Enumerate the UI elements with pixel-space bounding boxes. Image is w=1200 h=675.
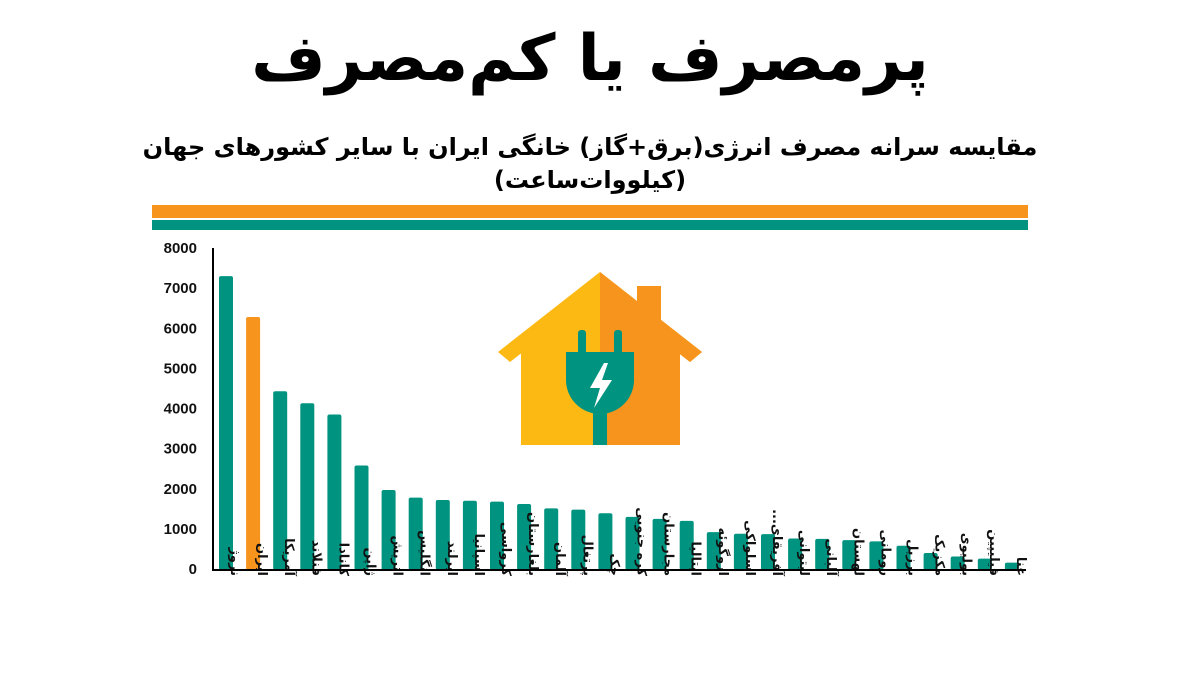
bar — [435, 499, 450, 570]
bar — [652, 518, 667, 570]
x-tick-label: مجارستان — [661, 512, 676, 576]
x-tick-label: برزیل — [905, 539, 920, 576]
bar — [246, 317, 261, 570]
bar — [869, 541, 884, 570]
x-tick-label: ایران — [254, 543, 269, 576]
bar — [381, 489, 396, 570]
x-tick-label: فنلاند — [308, 540, 323, 576]
bar — [273, 391, 288, 570]
bar — [706, 532, 721, 570]
bar — [896, 545, 911, 570]
bar — [977, 558, 992, 570]
bar — [733, 533, 748, 570]
y-tick-label: 2000 — [164, 481, 197, 498]
x-tick-label: مکزیک — [932, 534, 947, 576]
bar — [1004, 562, 1019, 570]
x-tick-label: آمریکا — [281, 538, 298, 576]
y-tick-label: 7000 — [164, 280, 197, 297]
x-tick-label: بلغارستان — [525, 512, 540, 576]
bar — [761, 534, 775, 570]
x-tick-label: نروژ — [227, 546, 242, 576]
bar — [815, 538, 830, 570]
x-tick-label: ایتالیا — [688, 541, 703, 576]
bar — [679, 520, 694, 570]
orange-divider — [152, 205, 1028, 218]
x-tick-label: چک — [606, 553, 621, 576]
bar — [327, 414, 342, 570]
bar — [490, 501, 504, 570]
x-tick-label: بولیوی — [959, 533, 974, 576]
y-tick-label: 3000 — [164, 441, 197, 458]
x-tick-label: اسلواکی — [742, 520, 757, 576]
y-tick-label: 4000 — [164, 401, 197, 418]
y-tick-label: 1000 — [164, 521, 197, 538]
bar — [300, 403, 315, 570]
bar — [517, 503, 532, 570]
y-tick-label: 5000 — [164, 360, 197, 377]
x-tick-label: لهستان — [850, 528, 865, 576]
bar — [408, 497, 423, 570]
bar — [950, 556, 965, 570]
x-tick-label: اسپانیا — [471, 534, 486, 577]
teal-divider — [152, 220, 1028, 230]
bar — [598, 513, 613, 570]
house-plug-icon — [498, 272, 702, 445]
x-tick-label: فیلیپین — [986, 529, 1001, 576]
x-tick-label: کره جنوبی — [634, 507, 649, 576]
x-tick-label: ایرلند — [444, 541, 459, 576]
y-tick-label: 6000 — [164, 320, 197, 337]
bar — [625, 516, 640, 570]
bar — [788, 538, 803, 570]
bar — [571, 509, 586, 570]
y-tick-label: 8000 — [164, 240, 197, 257]
x-tick-label: آفریقای... — [769, 509, 786, 576]
y-tick-label: 0 — [189, 561, 197, 578]
bar — [354, 465, 369, 570]
bar — [462, 500, 477, 570]
chart-unit: (کیلووات‌ساعت) — [493, 166, 687, 194]
x-tick-label: غنا — [1013, 557, 1028, 576]
x-tick-label: پرتغال — [579, 535, 594, 576]
x-tick-label: اتریش — [390, 535, 405, 576]
bar — [544, 508, 559, 570]
x-tick-label: آلمان — [552, 542, 569, 577]
bar — [842, 540, 857, 570]
chart-subtitle: مقایسه سرانه مصرف انرژی(برق+گاز) خانگی ا… — [142, 133, 1038, 161]
x-tick-label: رومانی — [877, 529, 892, 576]
bar — [923, 552, 938, 570]
x-tick-label: ژاپن — [363, 547, 378, 576]
x-tick-label: کرواسی — [498, 522, 513, 577]
bar — [219, 276, 233, 570]
page-title: پرمصرف یا کم‌مصرف — [251, 22, 929, 96]
x-tick-label: لیتوانی — [796, 530, 811, 576]
x-tick-label: انگلیس — [417, 530, 433, 576]
x-tick-label: کانادا — [335, 543, 350, 577]
x-tick-label: اروگوئه — [715, 528, 731, 577]
x-tick-label: آلبانی — [823, 538, 840, 576]
